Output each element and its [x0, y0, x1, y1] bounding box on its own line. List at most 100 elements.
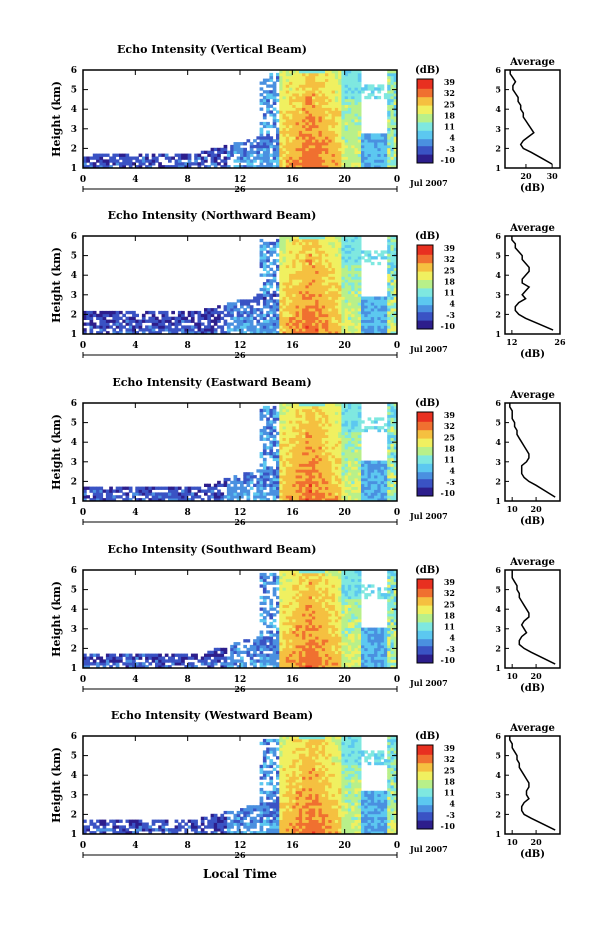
heatmap-cell	[367, 480, 372, 485]
heatmap-cell	[347, 150, 352, 154]
heatmap-cell	[328, 104, 332, 108]
heatmap-cell	[138, 325, 143, 329]
heatmap-cell	[338, 119, 342, 123]
heatmap-cell	[276, 285, 280, 289]
heatmap-cell	[266, 256, 270, 260]
heatmap-cell	[390, 434, 395, 438]
heatmap-cell	[295, 93, 300, 97]
colorbar-segment	[417, 317, 433, 320]
heatmap-cell	[393, 472, 398, 476]
heatmap-cell	[289, 414, 293, 418]
heatmap-cell	[262, 78, 267, 82]
heatmap-cell	[298, 285, 303, 289]
heatmap-cell	[364, 325, 368, 329]
profile-line	[509, 403, 556, 498]
colorbar-segment	[417, 477, 433, 480]
heatmap-cell	[266, 469, 270, 473]
heatmap-cell	[315, 460, 319, 464]
heatmap-cell	[351, 159, 355, 163]
heatmap-cell	[86, 662, 90, 666]
heatmap-cell	[338, 276, 342, 280]
heatmap-cell	[302, 279, 306, 283]
heatmap-cell	[295, 98, 300, 103]
heatmap-cell	[354, 443, 359, 447]
heatmap-cell	[357, 241, 362, 246]
heatmap-cell	[298, 428, 303, 433]
heatmap-cell	[279, 310, 283, 315]
heatmap-cell	[289, 440, 293, 444]
heatmap-cell	[298, 267, 303, 271]
colorbar-tick-label: -3	[446, 310, 455, 320]
colorbar-segment	[417, 445, 433, 448]
heatmap-cell	[132, 316, 136, 320]
heatmap-cell	[112, 153, 117, 157]
heatmap-cell	[119, 165, 123, 169]
heatmap-cell	[383, 319, 388, 323]
heatmap-cell	[321, 457, 326, 462]
heatmap-cell	[318, 457, 323, 462]
heatmap-cell	[347, 156, 352, 160]
heatmap-cell	[187, 159, 192, 163]
heatmap-cell	[354, 319, 359, 323]
heatmap-cell	[383, 310, 388, 315]
heatmap-cell	[302, 426, 306, 430]
heatmap-cell	[370, 328, 375, 332]
heatmap-cell	[86, 156, 90, 160]
heatmap-cell	[161, 322, 166, 326]
heatmap-cell	[148, 325, 153, 329]
heatmap-cell	[347, 486, 352, 490]
heatmap-cell	[197, 153, 202, 157]
heatmap-cell	[325, 72, 329, 77]
heatmap-cell	[341, 420, 346, 424]
heatmap-cell	[367, 417, 372, 421]
heatmap-cell	[305, 282, 310, 286]
heatmap-cell	[148, 656, 153, 660]
heatmap-cell	[141, 665, 146, 669]
heatmap-cell	[174, 489, 179, 493]
heatmap-cell	[125, 316, 130, 320]
heatmap-cell	[132, 662, 136, 666]
heatmap-cell	[318, 70, 323, 74]
heatmap-cell	[328, 139, 332, 143]
heatmap-cell	[276, 469, 280, 473]
heatmap-cell	[302, 310, 306, 315]
heatmap-cell	[318, 290, 323, 295]
heatmap-cell	[243, 477, 247, 482]
profile-x-tick-label: 12	[506, 337, 517, 347]
heatmap-cell	[302, 423, 306, 427]
heatmap-cell	[338, 250, 342, 254]
heatmap-cell	[361, 147, 365, 152]
heatmap-cell	[295, 460, 300, 464]
heatmap-cell	[364, 310, 368, 315]
x-tick-label: 20	[338, 175, 351, 185]
heatmap-cell	[308, 75, 313, 80]
heatmap-cell	[341, 244, 346, 248]
heatmap-cell	[347, 423, 352, 427]
heatmap-cell	[308, 423, 313, 427]
heatmap-cell	[370, 426, 375, 430]
heatmap-cell	[318, 313, 323, 318]
heatmap-cell	[262, 267, 267, 271]
colorbar-segment	[417, 143, 433, 146]
heatmap-cell	[347, 331, 352, 335]
heatmap-cell	[289, 81, 293, 85]
heatmap-cell	[308, 264, 313, 269]
heatmap-cell	[119, 656, 123, 660]
heatmap-cell	[321, 75, 326, 80]
heatmap-cell	[315, 144, 319, 149]
heatmap-cell	[305, 87, 310, 91]
heatmap-cell	[367, 150, 372, 154]
heatmap-cell	[334, 414, 339, 418]
heatmap-cell	[187, 498, 192, 502]
heatmap-cell	[387, 136, 391, 140]
heatmap-cell	[334, 142, 339, 146]
heatmap-cell	[370, 308, 375, 312]
heatmap-cell	[298, 104, 303, 108]
heatmap-cell	[305, 267, 310, 271]
heatmap-cell	[230, 308, 234, 312]
heatmap-cell	[285, 153, 290, 157]
heatmap-cell	[217, 483, 221, 487]
heatmap-cell	[374, 133, 378, 137]
heatmap-cell	[282, 124, 287, 129]
profile-y-tick-label: 4	[495, 437, 501, 447]
